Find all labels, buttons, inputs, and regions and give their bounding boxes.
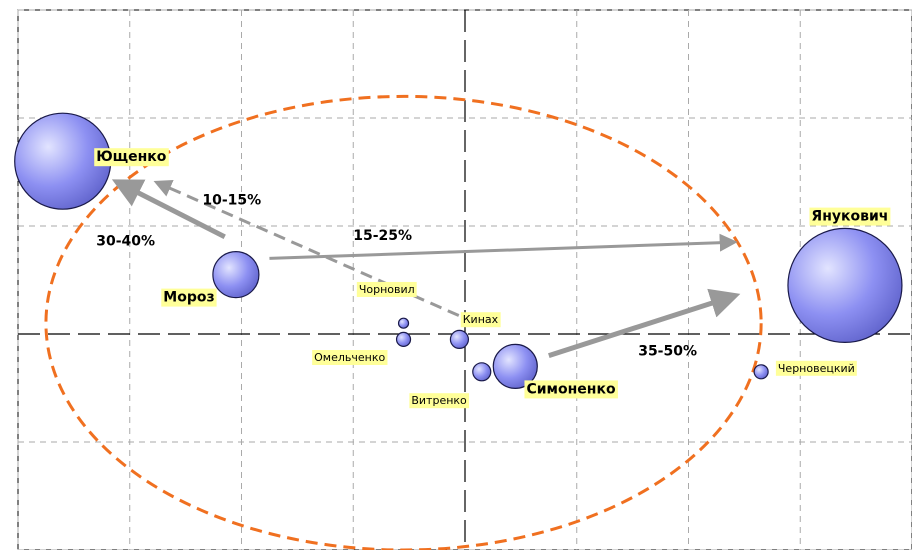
- candidate-bubble: [492, 343, 538, 389]
- label-background: [460, 312, 501, 328]
- candidate-name: Симоненко: [526, 381, 615, 397]
- candidate-label: Симоненко: [524, 380, 618, 399]
- candidate-label: Янукович: [809, 207, 891, 226]
- candidate-label: Мороз: [161, 288, 217, 307]
- group-ellipse: [44, 94, 763, 550]
- label-background: [94, 148, 169, 167]
- arrow-percent-label: 30-40%: [96, 233, 155, 249]
- arrow-percent-label: 15-25%: [353, 228, 412, 244]
- label-background: [524, 380, 618, 399]
- label-layer: 30-40% 10-15% 15-25% 35-50% Ющенко Янукович Мо…: [94, 148, 891, 409]
- candidate-label: Омельченко: [312, 350, 388, 365]
- arrow-percent-label: 35-50%: [638, 344, 697, 360]
- candidate-bubble: [395, 331, 412, 347]
- label-background: [775, 360, 857, 376]
- candidate-bubble: [753, 364, 769, 380]
- candidate-bubble: [787, 227, 903, 343]
- candidate-label: Черновецкий: [775, 360, 857, 376]
- label-background: [809, 207, 891, 226]
- flow-arrow: [111, 179, 226, 240]
- candidate-name: Витренко: [411, 394, 467, 407]
- candidate-name: Чорновил: [359, 283, 415, 296]
- label-background: [356, 281, 417, 297]
- ellipse-layer: [44, 94, 763, 550]
- arrow-layer: [111, 179, 741, 358]
- candidate-bubble: [397, 317, 410, 329]
- candidate-name: Черновецкий: [778, 362, 855, 375]
- candidate-name: Ющенко: [96, 149, 167, 165]
- flow-arrow: [153, 180, 477, 325]
- arrow-percent-label: 10-15%: [202, 192, 261, 208]
- candidate-name: Кинах: [463, 313, 499, 326]
- candidate-name: Омельченко: [314, 351, 385, 364]
- candidate-label: Ющенко: [94, 148, 169, 167]
- candidate-name: Янукович: [811, 209, 888, 225]
- label-background: [409, 393, 470, 409]
- candidate-label: Витренко: [409, 393, 470, 409]
- candidate-label: Чорновил: [356, 281, 417, 297]
- candidate-bubble: [449, 329, 470, 349]
- candidate-label: Кинах: [460, 312, 501, 328]
- label-background: [312, 350, 388, 365]
- label-background: [161, 288, 217, 307]
- bubble-layer: [14, 112, 903, 389]
- flow-arrow: [269, 233, 738, 260]
- candidate-bubble: [472, 362, 492, 382]
- candidate-name: Мороз: [163, 290, 214, 306]
- candidate-bubble: [212, 251, 260, 299]
- flow-arrow: [548, 288, 741, 358]
